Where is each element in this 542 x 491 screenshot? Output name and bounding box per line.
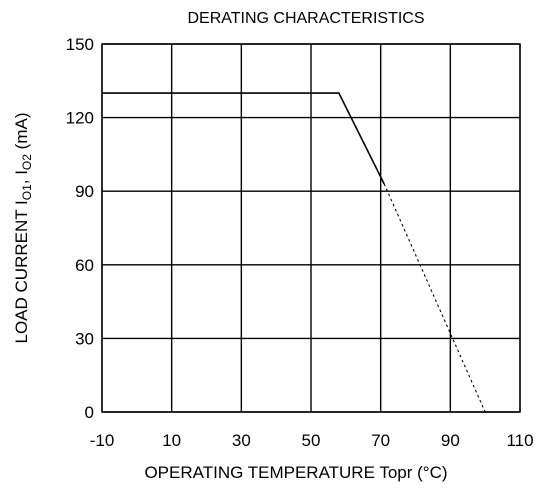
y-axis-title-unit: (mA) bbox=[12, 112, 31, 154]
x-axis-title: OPERATING TEMPERATURE Topr (°C) bbox=[144, 463, 447, 482]
grid bbox=[101, 43, 521, 413]
y-tick-label-4: 120 bbox=[66, 109, 94, 128]
series-line-0-solid bbox=[102, 92, 385, 185]
y-axis-title: LOAD CURRENT IO1, IO2 (mA) bbox=[12, 112, 34, 343]
series-layer bbox=[102, 92, 486, 413]
y-tick-label-3: 90 bbox=[75, 182, 94, 201]
y-tick-label-1: 30 bbox=[75, 329, 94, 348]
plot-frame bbox=[101, 43, 521, 413]
chart-title: DERATING CHARACTERISTICS bbox=[187, 10, 424, 27]
series-line-1-dashed bbox=[383, 183, 486, 413]
x-tick-label-6: 110 bbox=[506, 431, 533, 450]
x-tick-label-1: 10 bbox=[162, 431, 181, 450]
y-tick-label-5: 150 bbox=[66, 35, 94, 54]
y-axis-title-sub-1: O1 bbox=[20, 184, 34, 200]
x-tick-labels: -10 10 30 50 70 90 110 bbox=[90, 431, 534, 450]
x-tick-label-5: 90 bbox=[441, 431, 460, 450]
y-tick-label-2: 60 bbox=[75, 256, 94, 275]
y-tick-labels: 0 30 60 90 120 150 bbox=[66, 35, 94, 422]
x-tick-label-0: -10 bbox=[90, 431, 115, 450]
x-tick-label-3: 50 bbox=[302, 431, 321, 450]
x-tick-label-2: 30 bbox=[232, 431, 251, 450]
y-axis-title-sub-2: O2 bbox=[20, 154, 34, 170]
y-tick-label-0: 0 bbox=[85, 403, 94, 422]
y-axis-title-main: LOAD CURRENT I bbox=[12, 200, 31, 343]
y-axis-title-mid: , I bbox=[12, 170, 31, 184]
x-tick-label-4: 70 bbox=[371, 431, 390, 450]
